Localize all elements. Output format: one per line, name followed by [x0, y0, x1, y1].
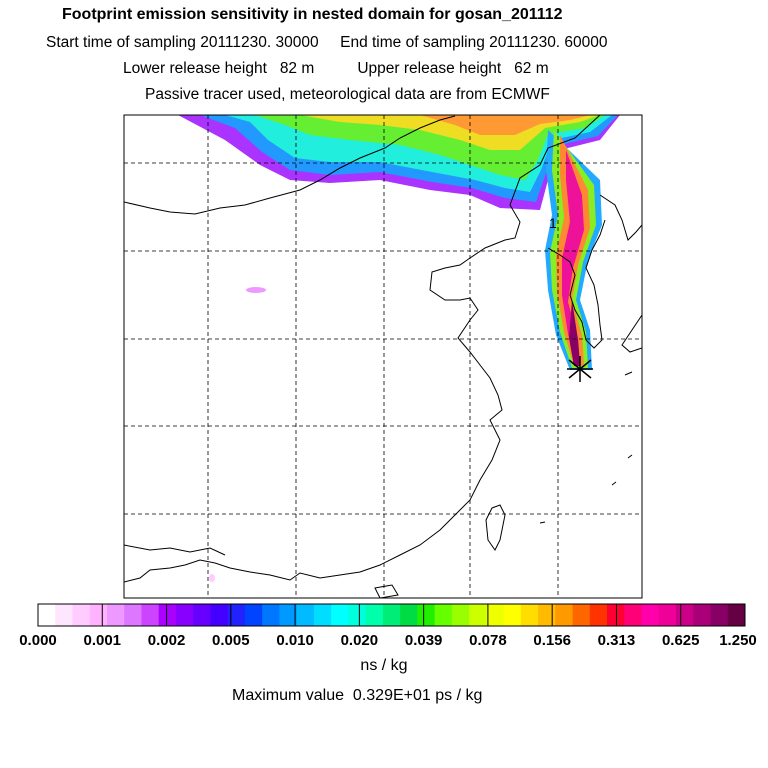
mongolia-border: [124, 115, 456, 215]
colorbar-swatch: [520, 604, 539, 626]
colorbar-swatch: [469, 604, 487, 626]
colorbar-swatch: [607, 604, 625, 626]
colorbar-swatch: [158, 604, 177, 626]
isolated-patch: [209, 574, 215, 582]
colorbar-tick-label: 0.002: [148, 632, 186, 649]
colorbar-swatch: [555, 604, 574, 626]
map-frame: [123, 114, 643, 599]
colorbar-swatch: [106, 604, 125, 626]
russia-coast: [599, 194, 642, 241]
colorbar-swatch: [538, 604, 556, 626]
colorbar-swatch: [210, 604, 229, 626]
hainan: [374, 584, 399, 598]
colorbar-tick-label: 0.005: [212, 632, 250, 649]
colorbar-swatch: [589, 604, 608, 626]
colorbar-tick-label: 0.000: [19, 632, 57, 649]
colorbar-swatch: [348, 604, 367, 626]
coastlines: [124, 115, 642, 598]
colorbar-swatch: [624, 604, 643, 626]
colorbar-tick-label: 0.039: [405, 632, 443, 649]
colorbar: [37, 603, 746, 627]
china-coast: [124, 115, 601, 583]
colorbar-swatch: [313, 604, 332, 626]
colorbar-units: ns / kg: [360, 657, 408, 674]
colorbar-swatch: [710, 604, 729, 626]
japan-coast: [621, 314, 642, 353]
korea-peninsula: [547, 219, 606, 349]
vietnam-border: [124, 544, 226, 556]
colorbar-swatch: [227, 604, 246, 626]
colorbar-swatch: [244, 604, 263, 626]
isolated-patch: [246, 287, 266, 293]
release-height-line: Lower release height 82 m Upper release …: [123, 60, 549, 77]
colorbar-swatch: [503, 604, 522, 626]
colorbar-swatch: [141, 604, 160, 626]
colorbar-swatch: [175, 604, 194, 626]
maximum-value-text: Maximum value 0.329E+01 ps / kg: [232, 687, 483, 704]
colorbar-ticks: 0.000 0.001 0.002 0.005 0.010 0.020 0.039 0.078…: [19, 604, 757, 649]
colorbar-swatch: [193, 604, 211, 626]
colorbar-swatch: [296, 604, 315, 626]
star-icon: [567, 356, 593, 382]
colorbar-tick-label: 0.020: [341, 632, 379, 649]
colorbar-swatch: [262, 604, 280, 626]
colorbar-swatch: [38, 604, 56, 626]
colorbar-tick-label: 0.078: [469, 632, 507, 649]
colorbar-swatch: [89, 604, 108, 626]
plume-orange-band: [420, 115, 590, 135]
sampling-time-line: Start time of sampling 20111230. 30000 E…: [46, 34, 608, 51]
colorbar-swatch: [486, 604, 505, 626]
colorbar-swatch: [72, 604, 91, 626]
colorbar-swatch: [124, 604, 142, 626]
colorbar-swatch: [658, 604, 677, 626]
colorbar-swatch: [55, 604, 73, 626]
colorbar-tick-label: 0.625: [662, 632, 700, 649]
colorbar-swatch: [693, 604, 712, 626]
colorbar-swatch: [331, 604, 349, 626]
colorbar-swatch: [727, 604, 746, 626]
taiwan: [485, 504, 506, 551]
colorbar-swatch: [676, 604, 694, 626]
colorbar-swatch: [434, 604, 453, 626]
colorbar-swatch: [382, 604, 401, 626]
ryukyu-islands: [539, 371, 633, 524]
colorbar-swatch: [400, 604, 418, 626]
colorbar-swatch: [451, 604, 470, 626]
colorbar-swatch: [365, 604, 384, 626]
plume-layer: [178, 115, 620, 582]
tracer-info-line: Passive tracer used, meteorological data…: [145, 86, 550, 103]
colorbar-tick-label: 0.156: [533, 632, 571, 649]
colorbar-swatch: [641, 604, 660, 626]
colorbar-tick-label: 0.313: [598, 632, 636, 649]
lat-lon-grid: [124, 115, 642, 598]
colorbar-swatch: [417, 604, 436, 626]
colorbar-swatch: [279, 604, 298, 626]
receptor-label: 1: [549, 215, 557, 231]
colorbar-tick-label: 0.010: [276, 632, 314, 649]
plume-tail-magenta: [562, 150, 584, 364]
colorbar-swatch: [572, 604, 591, 626]
colorbar-tick-label: 0.001: [83, 632, 121, 649]
plume-tail-core: [569, 300, 580, 366]
map-title: Footprint emission sensitivity in nested…: [62, 6, 563, 23]
colorbar-tick-label: 1.250: [719, 632, 757, 649]
